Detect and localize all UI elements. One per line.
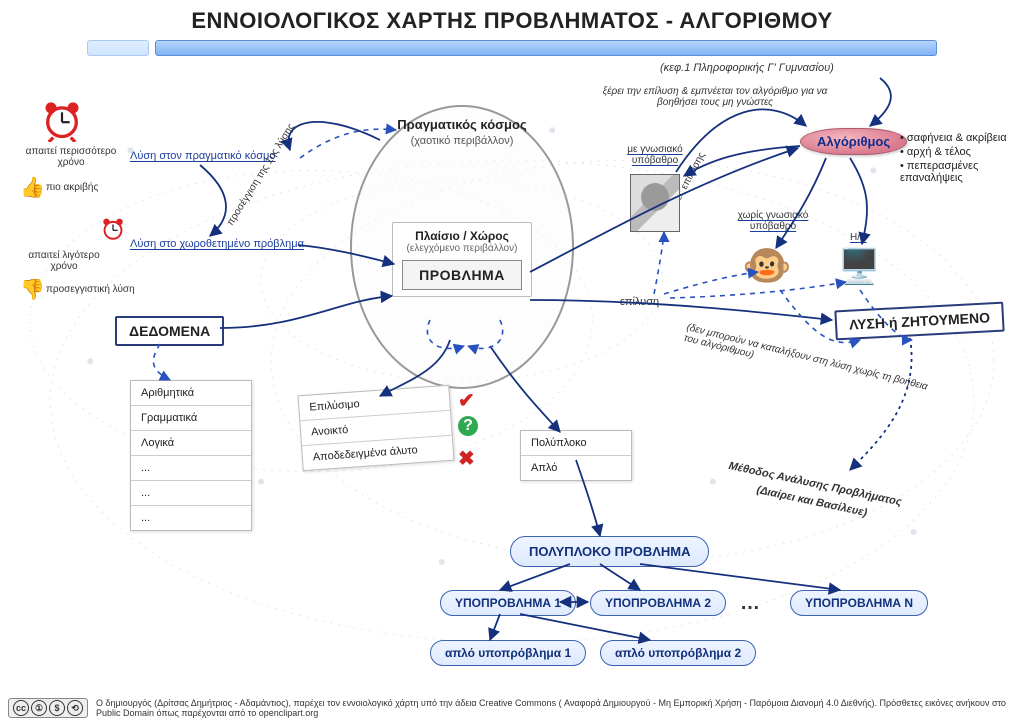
oval-title: Πραγματικός κόσμος — [352, 117, 572, 132]
thumbs-up-icon: 👍 — [20, 178, 45, 198]
concept-solution: ΛΥΣΗ ή ΖΗΤΟΥΜΕΝΟ — [834, 302, 1004, 341]
label-episysi: επίλυση — [620, 296, 659, 308]
algo-prop: πεπερασμένες επαναλήψεις — [900, 160, 1024, 184]
header-bars — [0, 40, 1024, 56]
cc-badge-icon: cc①$⟲ — [8, 698, 88, 718]
data-type-row: Γραμματικά — [131, 406, 251, 431]
algo-prop: σαφήνεια & ακρίβεια — [900, 132, 1024, 144]
footer: cc①$⟲ Ο δημιουργός (Δρίτσας Δημήτριος - … — [8, 698, 1016, 718]
stack-solvability: Επιλύσιμο Ανοικτό Αποδεδειγμένα άλυτο — [298, 385, 455, 471]
clock-small-text: απαιτεί λιγότερο χρόνο — [14, 250, 114, 272]
inner-frame: Πλαίσιο / Χώρος (ελεγχόμενο περιβάλλον) … — [392, 222, 532, 297]
concept-data: ΔΕΔΟΜΕΝΑ — [115, 316, 224, 346]
approach-label: προσέγγιση της 1ης λύσης — [225, 120, 298, 228]
tree-root: ΠΟΛΥΠΛΟΚΟ ΠΡΟΒΛΗΜΑ — [510, 536, 709, 567]
tree-sub-n: ΥΠΟΠΡΟΒΛΗΜΑ Ν — [790, 590, 928, 616]
complexity-row: Απλό — [521, 456, 631, 480]
einstein-image — [630, 174, 680, 232]
stack-complexity: Πολύπλοκο Απλό — [520, 430, 632, 481]
data-type-row: ... — [131, 481, 251, 506]
tree-dots: … — [740, 592, 760, 615]
stack-data-types: Αριθμητικά Γραμματικά Λογικά ... ... ... — [130, 380, 252, 531]
clock-small-icon — [100, 216, 126, 247]
label-without-background: χωρίς γνωσιακό υπόβαθρο — [718, 210, 828, 232]
clock-big-icon — [40, 98, 84, 147]
x-icon: ✖ — [458, 446, 475, 471]
tree-sub-1: ΥΠΟΠΡΟΒΛΗΜΑ 1 — [440, 590, 576, 616]
thumbs-down-icon: 👎 — [20, 280, 45, 300]
footer-text: Ο δημιουργός (Δρίτσας Δημήτριος - Αδαμάν… — [96, 698, 1016, 718]
tree-sub-2: ΥΠΟΠΡΟΒΛΗΜΑ 2 — [590, 590, 726, 616]
frame-title: Πλαίσιο / Χώρος — [397, 229, 527, 243]
clock-big-text: απαιτεί περισσότερο χρόνο — [16, 146, 126, 168]
data-type-row: ... — [131, 506, 251, 530]
reference-note: (κεφ.1 Πληροφορικής Γ' Γυμνασίου) — [660, 62, 920, 74]
algorithm-node: Αλγόριθμος — [800, 128, 907, 155]
question-icon: ? — [458, 416, 478, 436]
complexity-row: Πολύπλοκο — [521, 431, 631, 456]
data-type-row: Αριθμητικά — [131, 381, 251, 406]
clock-big-accurate: πιο ακριβής — [46, 182, 98, 193]
clock-small-approx: προσεγγιστική λύση — [46, 284, 135, 295]
tree-leaf-2: απλό υποπρόβλημα 2 — [600, 640, 756, 666]
solution-framed: Λύση στο χωροθετημένο πρόβλημα — [130, 238, 304, 250]
oval-real-world: Πραγματικός κόσμος (χαοτικό περιβάλλον) … — [350, 105, 574, 389]
data-type-row: ... — [131, 456, 251, 481]
check-icon: ✔ — [458, 388, 475, 413]
computer-icon: 🖥️ — [838, 250, 880, 284]
frame-subtitle: (ελεγχόμενο περιβάλλον) — [397, 243, 527, 254]
data-type-row: Λογικά — [131, 431, 251, 456]
tree-leaf-1: απλό υποπρόβλημα 1 — [430, 640, 586, 666]
algo-prop: αρχή & τέλος — [900, 146, 1024, 158]
label-with-background: με γνωσιακό υπόβαθρο — [610, 144, 700, 166]
solution-real-world: Λύση στον πραγματικό κόσμο — [130, 150, 275, 162]
problem-box: ΠΡΟΒΛΗΜΑ — [402, 260, 522, 290]
algorithm-properties: σαφήνεια & ακρίβεια αρχή & τέλος πεπερασ… — [900, 132, 1024, 186]
monkey-icon: 🐵 — [742, 246, 792, 286]
label-knows-solution: ξέρει την επίλυση & εμπνέεται τον αλγόρι… — [600, 86, 830, 108]
oval-subtitle: (χαοτικό περιβάλλον) — [352, 135, 572, 147]
page-title: ΕΝΝΟΙΟΛΟΓΙΚΟΣ ΧΑΡΤΗΣ ΠΡΟΒΛΗΜΑΤΟΣ - ΑΛΓΟΡ… — [0, 8, 1024, 34]
label-hy: Η/Υ — [850, 232, 867, 243]
